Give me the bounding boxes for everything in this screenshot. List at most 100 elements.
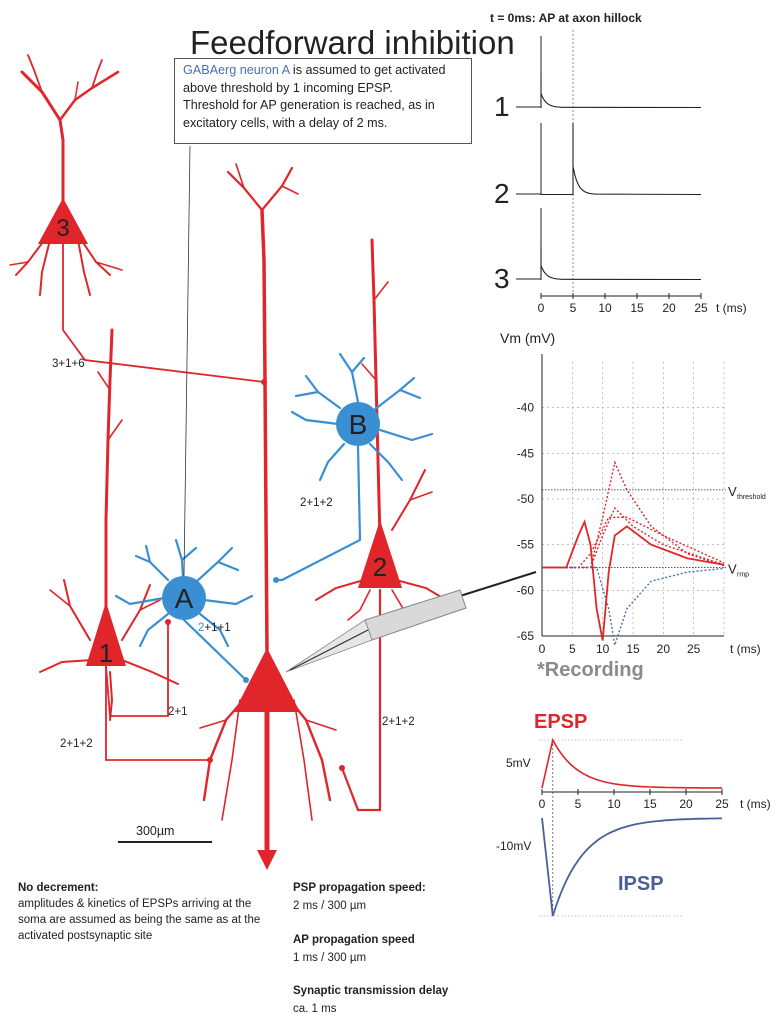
vm-chart: Vm (mV) -40 -45 -50 -55 -60 -65 0 5 10 15 20 25 t (ms… <box>500 330 766 681</box>
path-label-1-main: 2+1+2 <box>60 738 93 750</box>
main-neuron-soma <box>234 648 300 712</box>
scale-bar-label: 300µm <box>136 824 175 838</box>
neuron-1-soma <box>86 602 126 666</box>
vm-y-tick--55: -55 <box>517 538 535 552</box>
ap-x-tick-label-20: 20 <box>662 301 676 315</box>
vm-threshold-label: V <box>728 484 737 499</box>
vm-rmp-label: V <box>728 562 737 577</box>
neuron-B-label: B <box>349 409 368 440</box>
neuron-B <box>274 352 434 582</box>
synapse-1-main <box>207 757 213 763</box>
no-decrement-line1: amplitudes & kinetics of EPSPs arriving … <box>18 898 252 910</box>
psp-x-unit: t (ms) <box>740 797 771 811</box>
vm-threshold-sub: threshold <box>737 494 766 501</box>
ipsp-label: IPSP <box>618 873 664 895</box>
psp-speed-title: PSP propagation speed: <box>293 882 426 894</box>
synapse-3-main <box>261 379 267 385</box>
page-title: Feedforward inhibition <box>190 24 515 61</box>
note-line2: above threshold by 1 incoming EPSP. <box>183 80 393 95</box>
recording-electrode <box>285 571 537 673</box>
ipsp-amplitude: -10mV <box>496 839 531 853</box>
neuron-2-soma <box>358 520 402 588</box>
vm-x-tick-25: 25 <box>687 642 701 656</box>
ap-x-tick-label-10: 10 <box>598 301 612 315</box>
vm-y-tick--45: -45 <box>517 446 535 460</box>
ap-panel-header: t = 0ms: AP at axon hillock <box>490 11 642 25</box>
vm-recorded-trace <box>542 519 725 641</box>
ap-speed-value: 1 ms / 300 µm <box>293 952 367 964</box>
neuron-3-label: 3 <box>56 215 69 242</box>
path-label-B: 2+1+2 <box>300 497 333 509</box>
ap-x-tick-label-0: 0 <box>538 301 545 315</box>
neuron-2-label: 2 <box>373 552 387 582</box>
psp-speed-value: 2 ms / 300 µm <box>293 900 367 912</box>
neuron-3-soma <box>38 198 88 244</box>
psp-x-tick-label-15: 15 <box>643 797 657 811</box>
vm-x-tick-10: 10 <box>596 642 610 656</box>
vm-rmp-sub: rmp <box>737 572 749 579</box>
syn-delay-value: ca. 1 ms <box>293 1003 337 1015</box>
synapse-B-main <box>273 577 279 583</box>
psp-chart: EPSP IPSP 5mV -10mV 0 5 10 15 20 25 t (ms) <box>496 711 771 917</box>
note-pointer-line <box>183 145 191 577</box>
synapse-1-A <box>165 619 171 625</box>
psp-x-tick-label-20: 20 <box>679 797 693 811</box>
vm-x-tick-15: 15 <box>626 642 640 656</box>
path-label-1-A: 2+1 <box>168 706 188 718</box>
ap-trace-label-1: 1 <box>494 91 510 122</box>
psp-x-tick-label-0: 0 <box>539 797 546 811</box>
ap-trace-label-2: 2 <box>494 178 510 209</box>
psp-x-tick-label-25: 25 <box>715 797 729 811</box>
neuron-A-soma <box>162 576 206 620</box>
ap-x-tick-label-5: 5 <box>570 301 577 315</box>
psp-x-tick-label-5: 5 <box>575 797 582 811</box>
neuron-A-label: A <box>175 583 194 614</box>
vm-ylabel: Vm (mV) <box>500 330 555 346</box>
note-line4: excitatory cells, with a delay of 2 ms. <box>183 115 388 130</box>
recording-label: *Recording <box>537 659 644 681</box>
note-highlight: GABAerg neuron A <box>183 63 290 77</box>
assumption-note: GABAerg neuron A is assumed to get activ… <box>174 58 472 144</box>
ap-trace-1 <box>540 74 702 109</box>
synapse-2-main <box>339 765 345 771</box>
excitatory-axons <box>62 244 265 761</box>
ipsp-trace <box>541 817 722 917</box>
note-line1: is assumed to get activated <box>289 63 446 77</box>
vm-y-tick--60: -60 <box>517 583 535 597</box>
path-label-A-rest: +1+1 <box>204 622 231 634</box>
path-label-A-prefix: 2 <box>198 622 205 634</box>
neuron-1-label: 1 <box>99 638 113 668</box>
neuron-B-soma <box>336 402 380 446</box>
ap-traces-chart: t = 0ms: AP at axon hillock 1 2 3 0 5 10 15 20 25… <box>490 11 747 315</box>
ap-speed-title: AP propagation speed <box>293 934 415 946</box>
vm-dotted-ipsp <box>542 566 725 646</box>
vm-y-tick--50: -50 <box>517 492 535 506</box>
no-decrement-line3: activated postsynaptic site <box>18 930 153 942</box>
epsp-trace <box>541 737 722 789</box>
ap-x-tick-label-15: 15 <box>630 301 644 315</box>
vm-y-tick--65: -65 <box>517 629 535 643</box>
syn-delay-title: Synaptic transmission delay <box>293 985 449 997</box>
no-decrement-title: No decrement: <box>18 882 99 894</box>
note-line3: Threshold for AP generation is reached, … <box>183 98 435 112</box>
neuron-2 <box>315 238 447 812</box>
vm-x-tick-20: 20 <box>657 642 671 656</box>
main-neuron <box>199 163 337 870</box>
psp-x-tick-label-10: 10 <box>607 797 621 811</box>
epsp-amplitude: 5mV <box>506 756 531 770</box>
ap-x-tick-label-25: 25 <box>694 301 708 315</box>
synapse-A-main <box>243 677 249 683</box>
vm-x-unit: t (ms) <box>730 642 761 656</box>
path-label-A: 2+1+1 <box>198 622 231 634</box>
path-label-2-main: 2+1+2 <box>382 716 415 728</box>
vm-x-tick-5: 5 <box>569 642 576 656</box>
no-decrement-line2: soma are assumed as being the same as at… <box>18 914 261 926</box>
ap-trace-label-3: 3 <box>494 263 510 294</box>
epsp-label: EPSP <box>534 711 587 733</box>
path-label-3: 3+1+6 <box>52 358 85 370</box>
vm-y-tick--40: -40 <box>517 401 535 415</box>
neuron-3 <box>9 54 123 296</box>
vm-x-tick-0: 0 <box>539 642 546 656</box>
